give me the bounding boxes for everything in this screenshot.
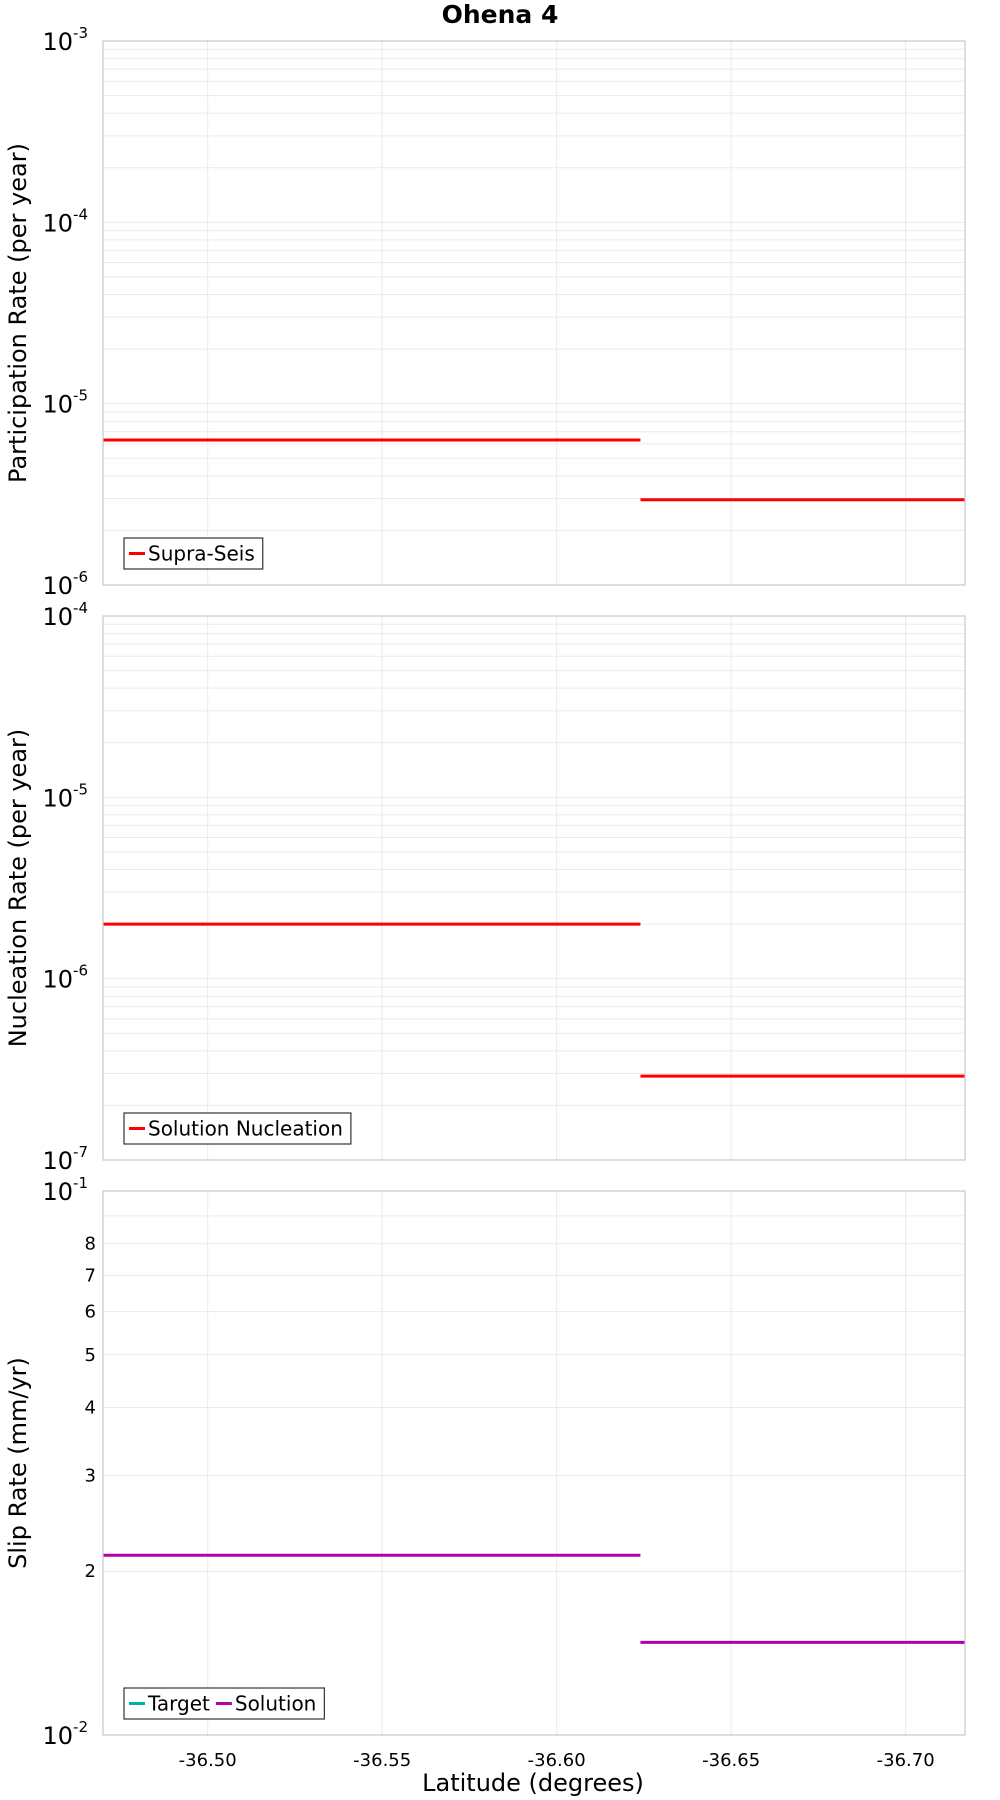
plot-frame	[102, 40, 966, 586]
x-tick-label: -36.60	[528, 1750, 586, 1771]
y-minor-tick-label: 6	[85, 1302, 96, 1323]
y-minor-tick-label: 7	[85, 1265, 96, 1286]
x-axis-label: Latitude (degrees)	[422, 1769, 644, 1797]
legend: Target Solution	[123, 1687, 325, 1720]
x-tick-label: -36.70	[877, 1750, 935, 1771]
y-minor-tick-label: 4	[85, 1397, 96, 1418]
y-tick-label: 10-7	[42, 1143, 88, 1175]
x-axis-ticks: -36.50 -36.55 -36.60 -36.65 -36.70	[179, 1750, 935, 1771]
y-tick-label: 10-1	[42, 1174, 88, 1206]
y-minor-tick-label: 2	[85, 1561, 96, 1582]
legend-frame	[123, 1112, 352, 1145]
y-minor-tick-label: 3	[85, 1465, 96, 1486]
legend-entry: Solution Nucleation	[148, 1117, 343, 1141]
y-tick-label: 10-6	[42, 568, 88, 600]
legend-entry: Supra-Seis	[148, 542, 255, 566]
y-minor-tick-label: 8	[85, 1234, 96, 1255]
x-tick-label: -36.55	[353, 1750, 411, 1771]
plot-frame	[102, 1190, 966, 1736]
y-tick-label: 10-5	[42, 387, 88, 419]
y-tick-label: 10-2	[42, 1718, 88, 1750]
plot-area	[103, 41, 965, 585]
y-axis-label: Slip Rate (mm/yr)	[4, 1357, 32, 1569]
legend-entry: Solution	[235, 1692, 316, 1716]
plot-area	[103, 616, 965, 1160]
y-tick-label: 10-4	[42, 205, 88, 237]
slip-rate-panel: 10-2 10-1 2 3 4 5 6 7 8 Slip Rate (mm/yr) Target So…	[4, 1174, 966, 1750]
legend: Solution Nucleation	[123, 1112, 352, 1145]
legend: Supra-Seis	[123, 537, 264, 570]
y-axis-label: Nucleation Rate (per year)	[4, 729, 32, 1048]
plot-frame	[102, 615, 966, 1161]
x-tick-label: -36.65	[702, 1750, 760, 1771]
legend-frame	[123, 537, 264, 570]
plot-area	[103, 1191, 965, 1735]
participation-rate-panel: 10-6 10-5 10-4 10-3 Participation Rate (per …	[4, 24, 966, 600]
y-tick-label: 10-6	[42, 962, 88, 994]
legend-entry: Target	[147, 1692, 210, 1716]
y-tick-label: 10-4	[42, 599, 88, 631]
y-minor-tick-label: 5	[85, 1345, 96, 1366]
y-tick-label: 10-5	[42, 780, 88, 812]
nucleation-rate-panel: 10-7 10-6 10-5 10-4 Nucleation Rate (per yea…	[4, 599, 966, 1175]
chart-title: Ohena 4	[442, 0, 559, 29]
y-axis-label: Participation Rate (per year)	[4, 143, 32, 483]
y-tick-label: 10-3	[42, 24, 88, 56]
x-tick-label: -36.50	[179, 1750, 237, 1771]
